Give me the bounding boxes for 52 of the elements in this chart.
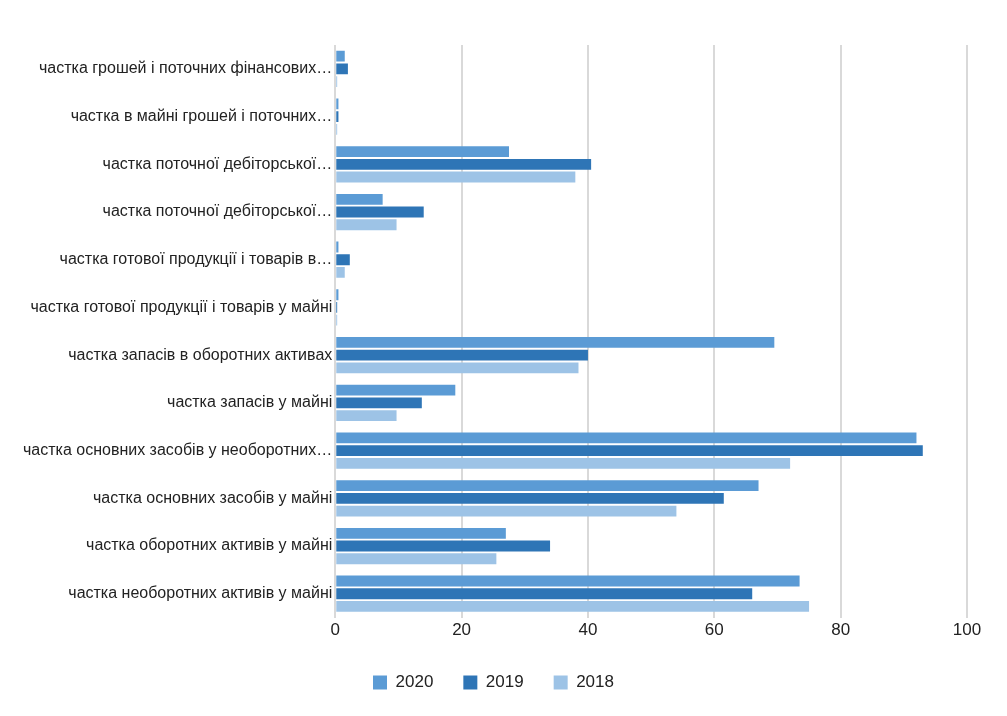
x-tick-label: 20 (452, 620, 472, 640)
bar (336, 254, 350, 266)
bar (336, 384, 456, 396)
bar (336, 63, 348, 75)
y-tick-label: частка поточної дебіторської… (102, 202, 333, 220)
x-tick-label: 40 (578, 620, 598, 640)
bar (336, 158, 592, 170)
x-tick-label: 80 (831, 620, 851, 640)
legend-label: 2019 (485, 672, 524, 692)
bar (336, 98, 339, 110)
y-tick-label: частка запасів у майні (167, 393, 333, 411)
bar (336, 588, 753, 600)
bar (336, 527, 506, 539)
bar (336, 267, 345, 278)
bar (336, 337, 775, 348)
y-tick-label: частка готової продукції і товарів у майні (30, 297, 333, 315)
bar (336, 193, 383, 205)
bar (336, 445, 923, 456)
legend-label: 2018 (576, 672, 614, 692)
y-tick-label: частка грошей і поточних фінансових… (38, 59, 333, 77)
bar (336, 553, 497, 565)
bar (336, 349, 588, 361)
y-tick-label: частка поточної дебіторської… (102, 154, 333, 172)
bar (336, 480, 759, 491)
bar (336, 540, 551, 552)
bar (336, 492, 724, 504)
bar (336, 171, 576, 183)
bar (336, 432, 917, 444)
x-tick-label: 60 (704, 620, 724, 640)
bar (336, 410, 397, 422)
bar (336, 601, 810, 612)
bar (336, 219, 397, 231)
bar (336, 289, 339, 301)
y-tick-label: частка основних засобів у майні (93, 488, 333, 506)
legend-label: 2020 (395, 672, 434, 692)
x-tick-label: 100 (952, 620, 982, 640)
bar (336, 505, 677, 517)
bar (336, 146, 509, 157)
bar (336, 457, 791, 469)
bar (336, 111, 339, 122)
bar (336, 397, 422, 409)
y-tick-label: частка необоротних активів у майні (68, 584, 333, 602)
y-tick-label: частка оборотних активів у майні (86, 536, 333, 554)
y-tick-label: частка запасів в оборотних активах (68, 345, 333, 363)
bar (336, 362, 579, 374)
y-tick-label: частка готової продукції і товарів в… (59, 250, 333, 268)
y-tick-label: частка в майні грошей і поточних… (70, 106, 333, 124)
x-tick-label: 0 (330, 620, 341, 640)
bar (336, 575, 800, 587)
y-tick-label: частка основних засобів у необоротних… (22, 441, 333, 458)
bar (336, 50, 345, 62)
bar (336, 206, 424, 218)
